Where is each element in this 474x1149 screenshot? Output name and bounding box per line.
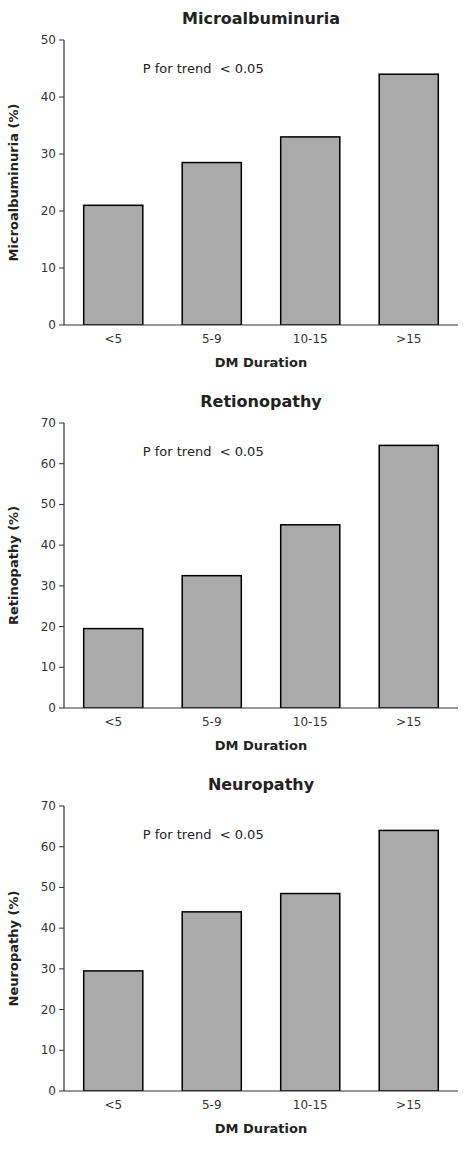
x-tick-label: >15	[396, 1098, 421, 1112]
bar	[379, 445, 438, 708]
y-tick	[59, 40, 64, 41]
y-axis	[63, 423, 64, 708]
y-tick-label: 0	[48, 1084, 56, 1098]
y-tick	[59, 1009, 64, 1010]
x-tick-label: 5-9	[202, 332, 222, 346]
x-tick-label: 10-15	[293, 715, 328, 729]
bars	[84, 830, 439, 1091]
y-tick	[59, 545, 64, 546]
y-axis	[63, 40, 64, 325]
figure: Microalbuminuria 0 10 20 30 40 50 <5 5-9 10-15 >15…	[0, 0, 474, 1149]
x-tick-label: 10-15	[293, 332, 328, 346]
y-tick	[59, 585, 64, 586]
y-tick	[59, 708, 64, 709]
bar	[281, 525, 340, 708]
x-axis-label: DM Duration	[215, 355, 307, 370]
y-tick-label: 50	[41, 33, 56, 47]
y-tick	[59, 504, 64, 505]
x-axis	[64, 1090, 458, 1091]
y-tick-label: 10	[41, 1043, 56, 1057]
y-tick	[59, 968, 64, 969]
bar	[84, 205, 143, 325]
y-tick-label: 60	[41, 840, 56, 854]
y-tick-label: 0	[48, 318, 56, 332]
y-tick-label: 60	[41, 457, 56, 471]
y-tick-label: 30	[41, 962, 56, 976]
y-tick	[59, 211, 64, 212]
y-tick-label: 30	[41, 579, 56, 593]
y-tick-label: 20	[41, 204, 56, 218]
y-tick	[59, 154, 64, 155]
bars	[84, 74, 439, 325]
bar	[84, 629, 143, 708]
x-tick-label: >15	[396, 332, 421, 346]
y-tick-label: 20	[41, 1003, 56, 1017]
y-tick	[59, 463, 64, 464]
y-tick-label: 70	[41, 799, 56, 813]
chart: Retionopathy 0 10 20 30 40 50 60 70 <5 5-9 10-15 >15…	[6, 392, 458, 753]
bar	[182, 163, 241, 325]
annotation: P for trend < 0.05	[143, 827, 264, 842]
x-tick-label: <5	[104, 715, 122, 729]
title: Microalbuminuria	[182, 9, 340, 28]
chart: Neuropathy 0 10 20 30 40 50 60 70 <5 5-9 10-15 >15 DM…	[6, 775, 458, 1136]
y-tick-label: 50	[41, 880, 56, 894]
y-tick-label: 10	[41, 660, 56, 674]
y-axis-label: Microalbuminuria (%)	[6, 104, 21, 262]
y-tick-label: 50	[41, 497, 56, 511]
x-axis-label: DM Duration	[215, 1121, 307, 1136]
x-tick-label: 5-9	[202, 1098, 222, 1112]
y-tick-label: 20	[41, 620, 56, 634]
bar	[379, 74, 438, 325]
y-tick	[59, 928, 64, 929]
bar	[379, 830, 438, 1091]
title: Neuropathy	[208, 775, 315, 794]
y-tick	[59, 325, 64, 326]
bar	[182, 912, 241, 1091]
y-tick-label: 40	[41, 538, 56, 552]
y-tick	[59, 1091, 64, 1092]
annotation: P for trend < 0.05	[143, 61, 264, 76]
chart: Microalbuminuria 0 10 20 30 40 50 <5 5-9 10-15 >15…	[6, 9, 458, 370]
bar	[281, 137, 340, 325]
y-tick-label: 70	[41, 416, 56, 430]
y-axis-label: Retinopathy (%)	[6, 506, 21, 625]
y-tick-label: 40	[41, 90, 56, 104]
x-axis	[64, 707, 458, 708]
y-axis-label: Neuropathy (%)	[6, 891, 21, 1007]
x-tick-label: 10-15	[293, 1098, 328, 1112]
x-tick-label: 5-9	[202, 715, 222, 729]
y-tick	[59, 846, 64, 847]
y-tick	[59, 1050, 64, 1051]
x-axis-label: DM Duration	[215, 738, 307, 753]
bar	[281, 894, 340, 1091]
y-tick	[59, 887, 64, 888]
y-tick	[59, 806, 64, 807]
y-tick-label: 0	[48, 701, 56, 715]
x-axis	[64, 324, 458, 325]
x-tick-label: <5	[104, 332, 122, 346]
x-tick-label: >15	[396, 715, 421, 729]
bar	[84, 971, 143, 1091]
y-tick-label: 40	[41, 921, 56, 935]
x-tick-label: <5	[104, 1098, 122, 1112]
y-tick	[59, 626, 64, 627]
y-tick	[59, 268, 64, 269]
annotation: P for trend < 0.05	[143, 444, 264, 459]
y-tick	[59, 667, 64, 668]
y-tick	[59, 423, 64, 424]
y-tick-label: 30	[41, 147, 56, 161]
y-tick	[59, 97, 64, 98]
y-axis	[63, 806, 64, 1091]
title: Retionopathy	[200, 392, 322, 411]
bar	[182, 576, 241, 708]
bars	[84, 445, 439, 708]
y-tick-label: 10	[41, 261, 56, 275]
